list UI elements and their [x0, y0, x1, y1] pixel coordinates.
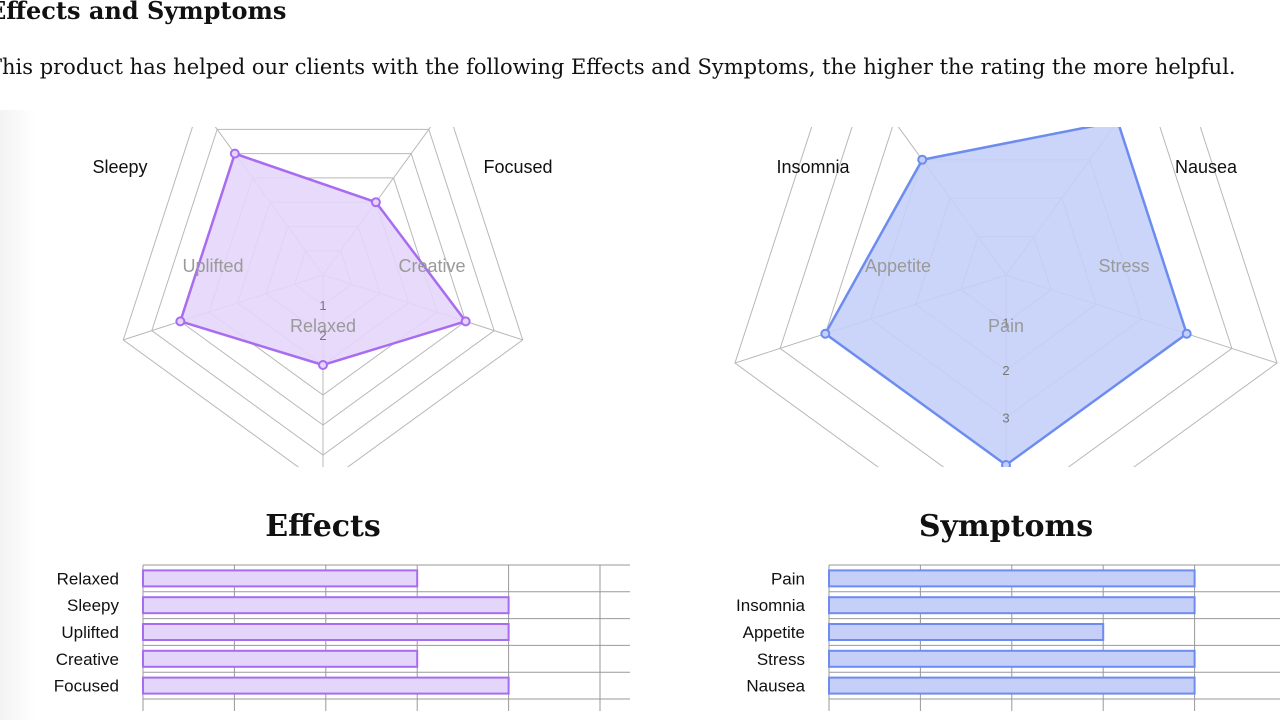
radar-axis-label-insomnia: Insomnia — [776, 157, 850, 177]
radar-grid-ring — [151, 128, 495, 456]
bar-focused — [142, 676, 510, 695]
radar-point-relaxed — [318, 360, 328, 370]
bar-pain — [828, 569, 1196, 588]
bar-stress — [828, 649, 1196, 668]
intro-text: This product has helped our clients with… — [0, 55, 1236, 79]
radar-point-sleepy — [175, 316, 186, 327]
radar-axis-label-pain: Pain — [988, 316, 1024, 336]
radar-axis-label-stress: Stress — [1098, 256, 1149, 276]
radar-axis-label-sleepy: Sleepy — [92, 157, 147, 177]
bar-uplifted — [142, 623, 510, 641]
page-title: Effects and Symptoms — [0, 0, 287, 25]
bar-nausea — [828, 676, 1196, 695]
bar-category-label-uplifted: Uplifted — [61, 623, 119, 642]
radar-point-insomnia — [820, 328, 831, 339]
bar-category-label-pain: Pain — [771, 569, 805, 588]
radar-grid-ring — [122, 127, 524, 467]
radar-point-creative — [370, 197, 381, 208]
bar-category-label-sleepy: Sleepy — [67, 596, 119, 615]
radar-tick-label: 2 — [319, 328, 326, 343]
bar-insomnia — [828, 596, 1196, 615]
bar-category-label-nausea: Nausea — [746, 677, 805, 696]
left-gutter — [0, 110, 36, 720]
radar-grid-ring — [179, 153, 467, 426]
radar-point-pain — [1001, 460, 1011, 467]
radar-data-area — [823, 127, 1189, 467]
bar-category-label-appetite: Appetite — [743, 623, 805, 642]
radar-axis-label-creative: Creative — [398, 256, 465, 276]
bar-category-label-relaxed: Relaxed — [57, 569, 119, 588]
bar-chart-title: Effects — [265, 509, 381, 544]
radar-grid-ring — [779, 127, 1233, 467]
bar-appetite — [828, 623, 1105, 641]
radar-axis-label-uplifted: Uplifted — [182, 256, 243, 276]
radar-tick-label: 1 — [319, 298, 326, 313]
bar-creative — [142, 649, 419, 668]
radar-axis-label-focused: Focused — [483, 157, 552, 177]
radar-point-appetite — [917, 154, 928, 165]
radar-axis-label-appetite: Appetite — [865, 256, 931, 276]
bar-relaxed — [142, 569, 419, 588]
bar-sleepy — [142, 596, 510, 615]
radar-grid-ring — [734, 127, 1278, 467]
bar-category-label-insomnia: Insomnia — [736, 596, 806, 615]
radar-point-focused — [460, 316, 471, 327]
radar-tick-label: 1 — [1002, 316, 1009, 331]
bar-category-label-creative: Creative — [56, 650, 119, 669]
radar-point-uplifted — [229, 148, 240, 159]
bar-category-label-focused: Focused — [54, 677, 119, 696]
bar-category-label-stress: Stress — [757, 650, 805, 669]
radar-tick-label: 3 — [1002, 411, 1009, 426]
radar-data-area — [178, 152, 468, 367]
radar-axis-label-relaxed: Relaxed — [290, 316, 356, 336]
bar-chart-title: Symptoms — [919, 509, 1093, 544]
radar-point-nausea — [1181, 328, 1192, 339]
radar-tick-label: 2 — [1002, 363, 1009, 378]
radar-axis-label-nausea: Nausea — [1175, 157, 1238, 177]
